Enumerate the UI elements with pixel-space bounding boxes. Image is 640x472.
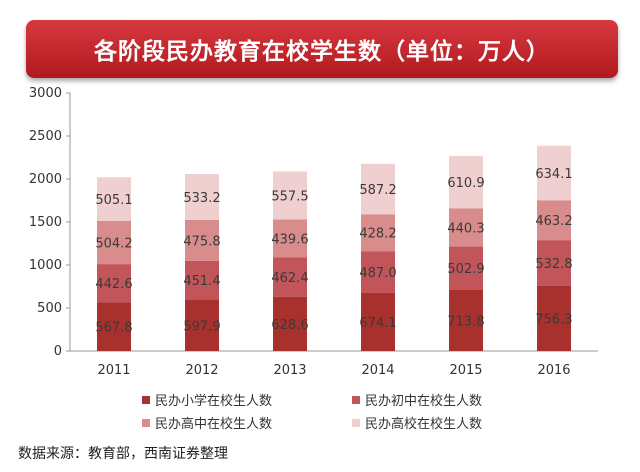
bar-segment [185, 299, 219, 351]
x-tick-label: 2014 [361, 363, 394, 378]
data-label: 557.5 [271, 189, 308, 204]
data-label: 451.4 [183, 274, 220, 289]
bar-segment [361, 293, 395, 351]
legend-swatch [352, 396, 360, 404]
bar-segment [537, 200, 571, 241]
bar-segment [537, 145, 571, 201]
y-tick-label: 2000 [29, 172, 62, 187]
bar-segment [273, 257, 307, 297]
y-tick-label: 1500 [29, 215, 62, 230]
data-label: 462.4 [271, 271, 308, 286]
x-tick-label: 2015 [449, 363, 482, 378]
y-tick-label: 1000 [29, 258, 62, 273]
title-banner: 各阶段民办教育在校学生数（单位：万人） [26, 20, 618, 78]
x-tick-label: 2012 [185, 363, 218, 378]
bar-segment [361, 251, 395, 294]
y-tick-label: 0 [54, 344, 62, 359]
bar-segment [449, 208, 483, 247]
bar-segment [273, 296, 307, 351]
legend-swatch [142, 419, 150, 427]
data-label: 475.8 [183, 234, 220, 249]
legend-swatch [142, 396, 150, 404]
data-label: 439.6 [271, 232, 308, 247]
data-label: 502.9 [447, 262, 484, 277]
bar-segment [273, 171, 307, 220]
bar-segment [273, 219, 307, 258]
data-label: 567.8 [95, 321, 132, 336]
data-label: 533.2 [183, 191, 220, 206]
x-tick-label: 2016 [537, 363, 570, 378]
source-note: 数据来源：教育部，西南证券整理 [18, 446, 228, 462]
data-label: 504.2 [95, 236, 132, 251]
bar-segment [449, 289, 483, 351]
data-label: 505.1 [95, 193, 132, 208]
legend-label: 民办初中在校生人数 [365, 393, 482, 409]
data-label: 487.0 [359, 266, 396, 281]
data-label: 674.1 [359, 316, 396, 331]
data-label: 634.1 [535, 167, 572, 182]
data-label: 532.8 [535, 257, 572, 272]
legend-label: 民办高中在校生人数 [155, 416, 272, 432]
bar-segment [97, 264, 131, 303]
bar-segment [449, 246, 483, 290]
bar-segment [361, 163, 395, 215]
bar-segment [97, 302, 131, 351]
data-label: 440.3 [447, 221, 484, 236]
bar-segment [185, 173, 219, 220]
bar-segment [185, 260, 219, 300]
data-label: 713.8 [447, 314, 484, 329]
bar-segment [361, 214, 395, 252]
data-label: 756.3 [535, 312, 572, 327]
bar-segment [97, 177, 131, 221]
data-label: 597.9 [183, 319, 220, 334]
data-label: 610.9 [447, 176, 484, 191]
y-tick-label: 3000 [29, 86, 62, 101]
data-label: 463.2 [535, 214, 572, 229]
y-tick-label: 500 [37, 301, 62, 316]
data-label: 428.2 [359, 227, 396, 242]
x-tick-label: 2013 [273, 363, 306, 378]
data-label: 442.6 [95, 277, 132, 292]
bar-segment [449, 155, 483, 209]
legend-label: 民办小学在校生人数 [155, 393, 272, 409]
bar-segment [537, 240, 571, 286]
legend-swatch [352, 419, 360, 427]
chart-title: 各阶段民办教育在校学生数（单位：万人） [94, 39, 550, 65]
y-tick-label: 2500 [29, 129, 62, 144]
x-tick-label: 2011 [97, 363, 130, 378]
bar-segment [537, 285, 571, 351]
bar-segment [97, 220, 131, 265]
data-label: 587.2 [359, 183, 396, 198]
legend-label: 民办高校在校生人数 [365, 416, 482, 432]
data-label: 628.6 [271, 318, 308, 333]
bar-segment [185, 219, 219, 261]
